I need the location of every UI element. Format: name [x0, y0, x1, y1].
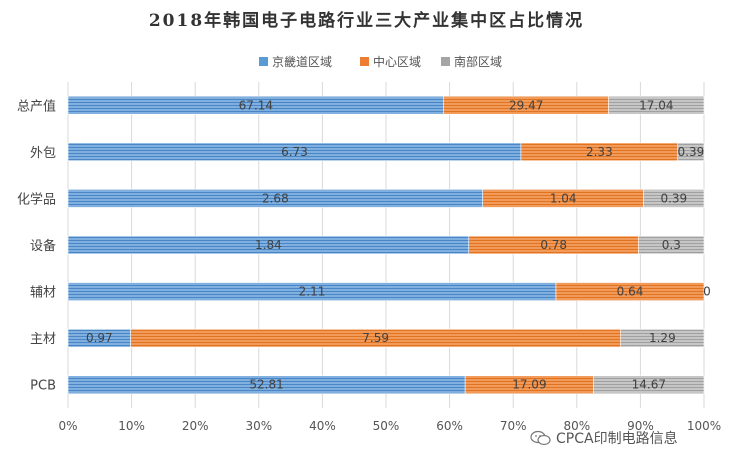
data-label: 1.29 — [649, 331, 676, 345]
data-label: 7.59 — [362, 331, 389, 345]
x-tick-label: 10% — [118, 419, 145, 433]
data-label: 2.68 — [262, 191, 289, 205]
data-label: 1.04 — [550, 191, 577, 205]
x-tick-label: 70% — [500, 419, 527, 433]
data-label: 67.14 — [239, 98, 273, 112]
legend-label: 京畿道区域 — [272, 55, 332, 69]
bar-segment — [555, 282, 705, 301]
data-label: 0.78 — [540, 238, 567, 252]
watermark-text: CPCA印制电路信息 — [556, 431, 678, 447]
category-label: 设备 — [30, 238, 56, 254]
data-label: 0.97 — [86, 331, 113, 345]
category-label: PCB — [30, 379, 56, 394]
bar-segment — [620, 328, 705, 348]
bar-segment — [608, 95, 705, 115]
legend-swatch — [259, 57, 268, 66]
x-tick-label: 30% — [245, 419, 272, 433]
legend-swatch — [441, 57, 450, 66]
legend-label: 中心区域 — [373, 54, 421, 69]
x-tick-label: 40% — [309, 419, 336, 433]
legend-swatch — [360, 57, 369, 66]
legend: 京畿道区域 中心区域 南部区域 — [259, 54, 502, 69]
watermark: CPCA印制电路信息 — [530, 428, 678, 448]
bar-segment — [638, 235, 705, 255]
x-tick-label: 20% — [182, 419, 209, 433]
data-label: 0.3 — [662, 238, 681, 252]
data-label: 17.04 — [639, 98, 673, 112]
x-tick-label: 60% — [436, 419, 463, 433]
x-tick-label: 50% — [373, 419, 400, 433]
category-label: 化学品 — [17, 191, 56, 207]
category-label: 外包 — [30, 146, 56, 161]
category-label: 总产值 — [17, 98, 56, 114]
data-label: 29.47 — [509, 98, 543, 112]
data-label: 0.64 — [617, 285, 644, 299]
data-label: 2.33 — [586, 145, 613, 159]
data-label: 0.39 — [660, 191, 687, 205]
x-tick-label: 90% — [627, 419, 654, 433]
category-label: 辅材 — [30, 286, 56, 301]
data-label: 0 — [703, 285, 711, 299]
bar-segment — [677, 142, 705, 162]
x-tick-label: 100% — [687, 419, 721, 433]
x-tick-label: 80% — [563, 419, 590, 433]
data-label: 14.67 — [632, 378, 666, 392]
labels: 0% 10% 20% 30% 40% 50% 60% 70% 80% 90% 100% 67.14 29… — [17, 98, 721, 433]
bars — [67, 95, 705, 395]
bar-segment — [593, 375, 705, 395]
data-label: 1.84 — [255, 238, 282, 252]
data-label: 52.81 — [249, 378, 283, 392]
x-tick-label: 0% — [58, 419, 77, 433]
data-label: 6.73 — [281, 145, 308, 159]
bar-segment — [643, 189, 705, 208]
data-label: 17.09 — [512, 378, 546, 392]
category-label: 主材 — [30, 332, 56, 347]
wechat-icon — [530, 430, 551, 446]
legend-label: 南部区域 — [454, 54, 502, 69]
data-label: 2.11 — [299, 285, 326, 299]
chart-title: 2018年韩国电子电路行业三大产业集中区占比情况 — [148, 11, 585, 31]
data-label: 0.39 — [678, 145, 705, 159]
